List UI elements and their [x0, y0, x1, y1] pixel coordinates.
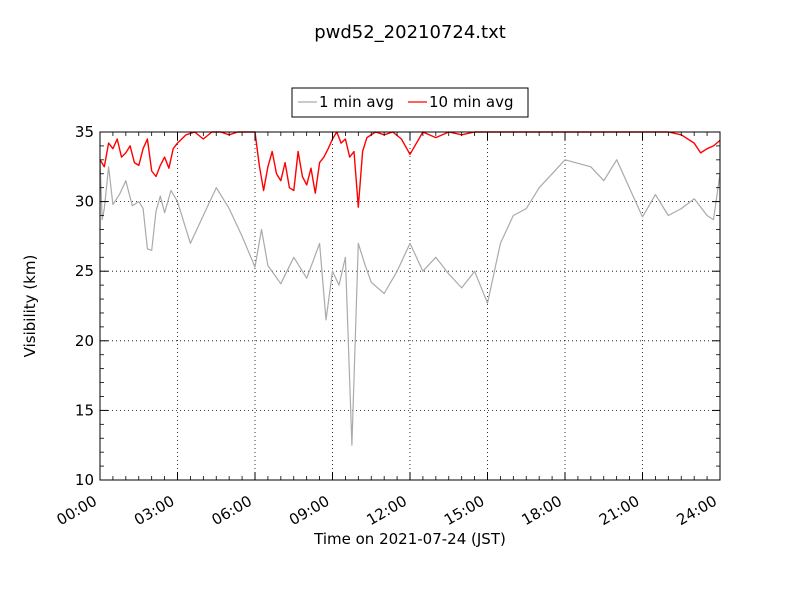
x-tick-label: 15:00	[441, 492, 487, 529]
grid-lines	[100, 132, 720, 480]
x-tick-label: 09:00	[286, 492, 332, 529]
y-tick-label: 35	[75, 123, 94, 141]
y-tick-label: 10	[75, 471, 94, 489]
y-axis-label: Visibility (km)	[21, 255, 39, 358]
x-tick-label: 00:00	[54, 492, 100, 529]
x-tick-label: 12:00	[364, 492, 410, 529]
legend-label-1min: 1 min avg	[319, 93, 394, 111]
x-tick-label: 03:00	[131, 492, 177, 529]
legend: 1 min avg 10 min avg	[291, 87, 529, 118]
y-tick-label: 20	[75, 332, 94, 350]
x-tick-label: 24:00	[674, 492, 720, 529]
x-axis-label: Time on 2021-07-24 (JST)	[313, 530, 506, 548]
y-tick-label: 25	[75, 262, 94, 280]
x-tick-label: 21:00	[596, 492, 642, 529]
chart-title: pwd52_20210724.txt	[314, 22, 506, 43]
y-tick-label: 30	[75, 193, 94, 211]
y-tick-label: 15	[75, 401, 94, 419]
tick-layer: 00:00 03:00 06:00 09:00 12:00 15:00 18:00 21:00…	[54, 123, 721, 529]
x-tick-label: 06:00	[209, 492, 255, 529]
series-line-1-min-avg	[99, 159, 721, 446]
legend-label-10min: 10 min avg	[429, 93, 514, 111]
series-line-10-min-avg	[99, 131, 721, 208]
x-tick-label: 18:00	[519, 492, 565, 529]
